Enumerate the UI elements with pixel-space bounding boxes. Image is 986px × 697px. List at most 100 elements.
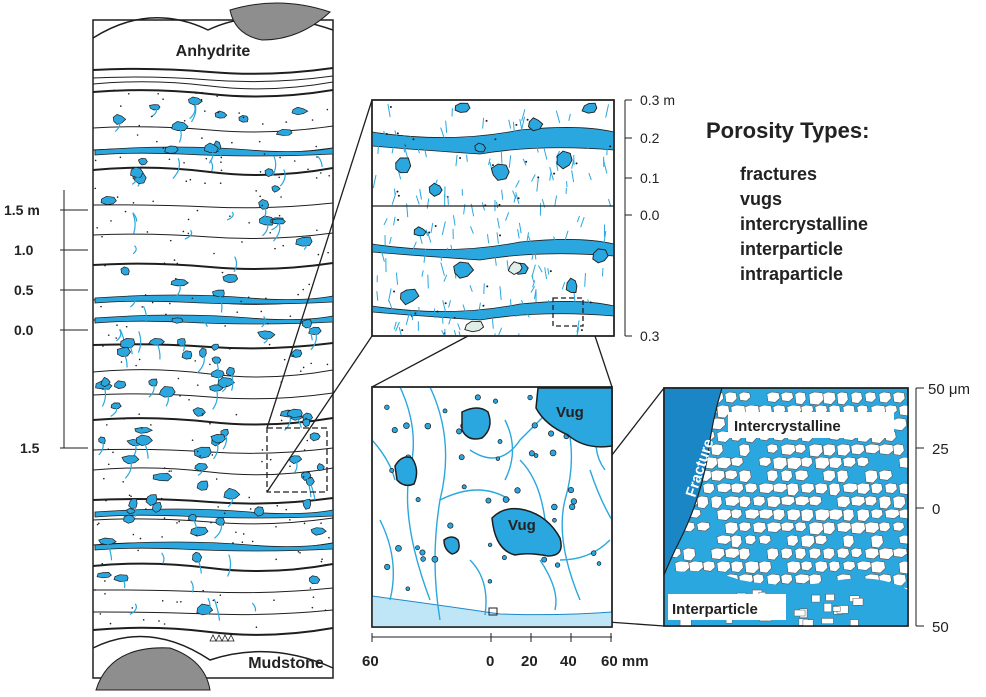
fracture-line bbox=[532, 280, 536, 288]
grain-dot bbox=[196, 209, 199, 212]
grain-dot bbox=[302, 366, 305, 369]
crystal-shape bbox=[814, 482, 829, 495]
grain-dot bbox=[255, 626, 258, 629]
grain-dot bbox=[135, 364, 137, 367]
pore-dot bbox=[590, 550, 597, 556]
vug-shape bbox=[535, 387, 613, 448]
grain-dot bbox=[199, 455, 201, 457]
grain-dot bbox=[609, 145, 612, 148]
crystal-shape bbox=[828, 508, 844, 521]
grain-dot bbox=[396, 132, 399, 135]
grain-dot bbox=[485, 119, 488, 122]
grain-dot bbox=[393, 290, 396, 293]
mm-tick-label: 0 bbox=[486, 653, 494, 670]
grain-dot bbox=[201, 137, 203, 139]
pore-dot bbox=[501, 555, 507, 561]
vug-shape bbox=[461, 407, 491, 440]
grain-dot bbox=[163, 467, 166, 469]
crystal-shape bbox=[870, 508, 884, 519]
legend-item: intraparticle bbox=[740, 264, 844, 284]
vug-blob bbox=[110, 402, 122, 410]
fracture-line bbox=[576, 327, 580, 336]
fracture-line bbox=[538, 265, 543, 273]
grain-dot bbox=[285, 121, 288, 123]
fracture-line bbox=[506, 260, 509, 271]
grain-dot bbox=[162, 147, 165, 149]
crystal-shape bbox=[906, 393, 908, 404]
legend-item: interparticle bbox=[740, 239, 844, 259]
fracture-line bbox=[495, 201, 499, 209]
fracture-line bbox=[372, 174, 377, 189]
fracture-line bbox=[462, 304, 467, 316]
grain-dot bbox=[396, 190, 399, 193]
grain-dot bbox=[194, 360, 197, 362]
grain-dot bbox=[104, 580, 106, 582]
vug-blob bbox=[204, 142, 219, 154]
fracture-line bbox=[294, 458, 298, 473]
fracture-line bbox=[547, 300, 552, 314]
grain-dot bbox=[216, 601, 219, 604]
fracture-line bbox=[129, 603, 137, 616]
vug-blob bbox=[222, 273, 239, 283]
pore-dot bbox=[405, 586, 411, 592]
crystal-shape bbox=[870, 534, 884, 549]
crystal-shape bbox=[766, 495, 782, 508]
pore-dot bbox=[474, 394, 481, 401]
grain-dot bbox=[289, 519, 291, 521]
grain-dot bbox=[434, 225, 437, 228]
crystal-shape bbox=[892, 495, 906, 509]
vug-blob bbox=[100, 195, 117, 205]
fracture-line bbox=[172, 158, 180, 179]
grain-dot bbox=[122, 480, 124, 483]
grain-dot bbox=[180, 600, 182, 603]
crystal-shape bbox=[836, 391, 849, 406]
fracture-line bbox=[527, 235, 532, 243]
fracture-line bbox=[213, 598, 221, 621]
fracture-line bbox=[372, 439, 396, 481]
grain-dot bbox=[491, 164, 494, 167]
crystal-shape bbox=[808, 495, 823, 507]
fracture-line bbox=[584, 141, 589, 150]
fracture-line bbox=[455, 154, 458, 167]
legend-list: fractures vugs intercrystalline interpar… bbox=[740, 162, 868, 287]
fracture-line bbox=[500, 151, 503, 164]
pore-dot bbox=[458, 454, 465, 461]
grain-dot bbox=[428, 231, 431, 234]
grain-dot bbox=[235, 413, 238, 416]
crystal-shape bbox=[786, 508, 801, 521]
vug-blob bbox=[302, 418, 311, 428]
fracture-line bbox=[310, 330, 317, 351]
grain-dot bbox=[260, 310, 263, 313]
grain-dot bbox=[173, 259, 176, 261]
grain-dot bbox=[120, 361, 123, 363]
fracture-line bbox=[587, 299, 591, 307]
grain-dot bbox=[236, 311, 239, 313]
grain-dot bbox=[105, 499, 107, 502]
panel-tick-label: 0.1 bbox=[640, 170, 660, 186]
grain-dot bbox=[124, 210, 127, 213]
fracture-line bbox=[544, 267, 548, 280]
pore-dot bbox=[420, 556, 426, 562]
fracture-line bbox=[192, 517, 199, 535]
grain-dot bbox=[385, 132, 388, 135]
fracture-line bbox=[421, 270, 424, 277]
crystal-shape bbox=[758, 534, 772, 545]
vug-blob bbox=[226, 366, 235, 376]
fracture-line bbox=[305, 475, 312, 498]
crystal-shape bbox=[786, 534, 799, 547]
intercrystalline-label: Intercrystalline bbox=[734, 418, 841, 435]
crystal-shape bbox=[856, 456, 870, 467]
grain-dot bbox=[280, 419, 283, 422]
fracture-line bbox=[201, 317, 208, 328]
grain-dot bbox=[302, 476, 305, 478]
grain-dot bbox=[177, 377, 180, 380]
fracture-line bbox=[175, 282, 181, 298]
vug-blob bbox=[217, 377, 235, 389]
crystal-shape bbox=[724, 391, 738, 404]
grain-dot bbox=[242, 533, 245, 535]
fracture-line bbox=[233, 256, 238, 273]
fracture-line bbox=[213, 521, 223, 539]
vug-blob bbox=[291, 106, 309, 116]
bedding-line bbox=[93, 67, 333, 75]
fracture-line bbox=[535, 142, 539, 153]
